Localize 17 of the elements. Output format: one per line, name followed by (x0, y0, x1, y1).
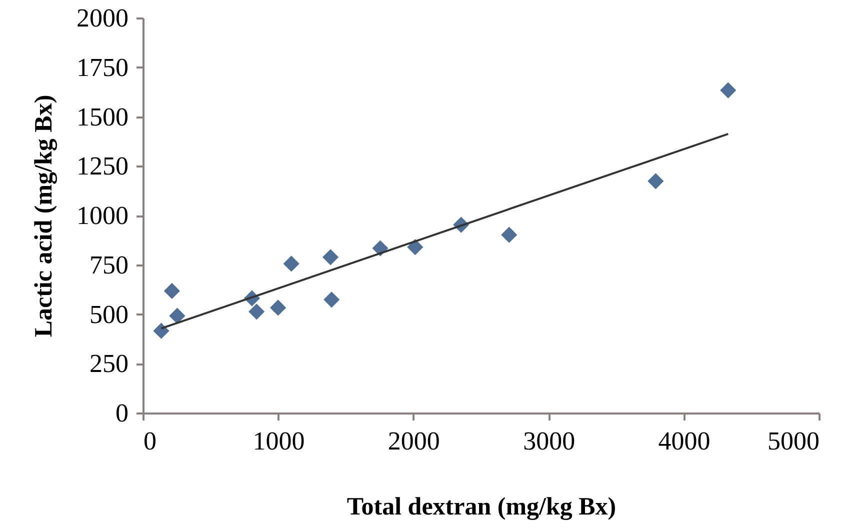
y-tick-label: 250 (90, 349, 128, 378)
x-tick-label: 2000 (388, 426, 440, 456)
x-tick-label: 1000 (252, 426, 305, 456)
x-tick-label: 5000 (768, 426, 820, 456)
y-tick-label: 1750 (76, 52, 128, 82)
y-tick-label: 0 (116, 398, 128, 428)
y-tick-label: 1250 (76, 152, 128, 181)
y-tick-label: 750 (90, 250, 128, 280)
y-tick-label: 1500 (76, 102, 128, 132)
y-tick-label: 500 (90, 300, 128, 329)
x-axis-title: Total dextran (mg/kg Bx) (346, 494, 616, 520)
y-tick-label: 2000 (76, 4, 128, 32)
y-tick-label: 1000 (76, 201, 128, 230)
x-tick-label: 4000 (658, 426, 710, 456)
y-axis-title: Lactic acid (mg/kg Bx) (30, 94, 58, 338)
x-tick-label: 3000 (523, 426, 576, 456)
x-tick-label: 0 (144, 426, 156, 456)
